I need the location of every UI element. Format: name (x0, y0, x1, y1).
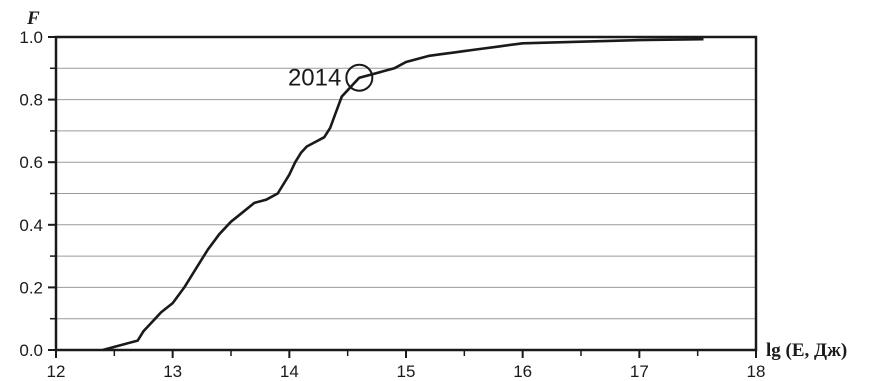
x-tick-label: 18 (747, 362, 766, 381)
x-tick-label: 17 (630, 362, 649, 381)
x-tick-label: 14 (280, 362, 299, 381)
y-axis-title: F (26, 8, 40, 29)
minor-ticks (50, 67, 699, 356)
y-tick-label: 0.4 (19, 216, 43, 235)
y-tick-label: 0.2 (19, 278, 43, 297)
y-tick-label: 0.6 (19, 153, 43, 172)
x-axis-ticks: 12 13 14 15 16 17 18 (47, 350, 766, 381)
y-tick-label: 0.0 (19, 341, 43, 360)
y-tick-label: 1.0 (19, 28, 43, 47)
x-tick-label: 13 (163, 362, 182, 381)
x-axis-title: lg (E, Дж) (766, 340, 847, 361)
cdf-series-line (102, 37, 704, 352)
y-tick-label: 0.8 (19, 91, 43, 110)
annotation-circle-marker (345, 63, 374, 92)
grid-lines (56, 67, 756, 320)
y-axis-ticks: 0.0 0.2 0.4 0.6 0.8 1.0 (19, 28, 56, 360)
x-tick-label: 15 (397, 362, 416, 381)
x-tick-label: 16 (513, 362, 532, 381)
x-tick-label: 12 (47, 362, 66, 381)
annotation-label: 2014 (288, 65, 341, 92)
